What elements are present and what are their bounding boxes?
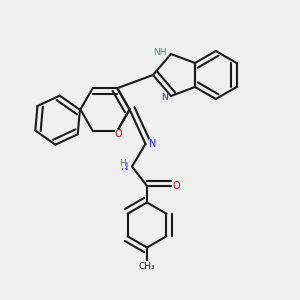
Text: CH₃: CH₃ [139,262,155,271]
Text: N: N [161,93,167,102]
Text: N: N [121,161,128,172]
Text: NH: NH [153,48,166,57]
Text: O: O [172,181,180,191]
Text: O: O [115,129,123,140]
Text: N: N [149,139,157,149]
Text: H: H [119,159,125,168]
